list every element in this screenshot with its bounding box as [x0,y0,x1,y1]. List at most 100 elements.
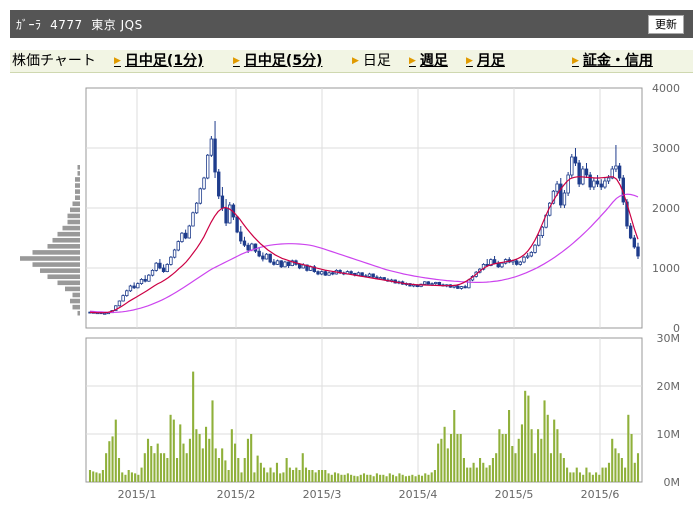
volume-bar [185,453,188,482]
volume-bar [275,462,279,482]
volume-y-tick-label: 0M [664,476,681,489]
candle-up [125,290,129,296]
candle-up [467,279,471,289]
candle-down [312,266,317,272]
nav-intraday-1min[interactable]: ▶ 日中足(1分) [114,52,203,70]
volume-bar [111,436,114,482]
candle-up [570,156,574,176]
volume-bar [569,472,572,482]
price-y-tick-label: 3000 [652,142,680,155]
volume-bar [121,472,124,482]
volume-bar [108,441,111,482]
price-y-tick-label: 0 [673,322,680,335]
volume-bar [317,470,320,482]
price-y-tick-label: 4000 [652,82,680,95]
volume-bar [227,470,230,482]
volume-y-tick-label: 30M [657,332,681,345]
volume-bar [288,467,291,482]
volume-bar [572,472,575,482]
candle-up [150,269,155,276]
volume-bar [240,472,243,482]
volume-bar [195,429,198,482]
volume-bar [459,434,462,482]
volume-bar [292,470,295,482]
x-tick-label: 2015/1 [118,488,157,501]
candle-down [158,262,162,269]
candle-up [128,285,133,292]
volume-bar [143,453,146,482]
volume-bar [582,474,585,482]
candle-up [169,256,173,265]
candle-down [331,272,335,275]
candle-up [290,260,294,266]
candle-down [463,286,467,289]
candle-down [217,171,221,197]
candle-up [606,177,611,182]
candle-up [264,253,269,260]
candle-up [540,226,545,236]
candle-up [283,261,287,268]
volume-bar [395,476,398,482]
candle-up [176,241,180,251]
volume-bar [543,400,546,482]
refresh-button[interactable]: 更新 [648,15,684,34]
candle-up [187,225,191,239]
volume-bar [449,434,453,482]
x-tick-label: 2015/2 [217,488,256,501]
volume-bar [134,473,137,482]
volume-bar [146,438,150,482]
volume-bar [298,470,301,482]
volume-bar [101,470,104,482]
candle-down [235,216,239,233]
volume-bar [366,474,369,482]
volume-bar [221,448,224,482]
volume-bar [453,410,456,482]
volume-profile-bar [40,268,80,273]
volume-bar [398,473,401,482]
volume-bar [385,476,388,482]
candle-up [139,278,144,284]
volume-bar [321,470,324,482]
volume-bar [388,473,391,482]
volume-bar [208,438,211,482]
candle-down [323,271,328,276]
volume-bar [488,465,491,482]
candle-down [625,201,629,227]
arrow-icon: ▶ [114,56,121,66]
volume-bar [379,474,382,482]
volume-bar [491,458,494,482]
volume-bar [443,426,446,482]
volume-bar [553,419,556,482]
volume-bar [192,371,195,482]
volume-bar [598,474,601,482]
nav-monthly[interactable]: ▶ 月足 [466,52,505,70]
nav-intraday-5min[interactable]: ▶ 日中足(5分) [233,52,322,70]
nav-margin-credit[interactable]: ▶ 証金・信用 [572,52,653,70]
candle-down [588,174,592,188]
volume-bar [533,453,536,482]
candle-up [275,260,280,265]
volume-bar [175,458,179,482]
volume-bar [188,438,191,482]
candle-down [577,162,581,185]
volume-bar [356,476,359,482]
candle-up [551,190,556,204]
volume-bar [546,414,549,482]
nav-weekly[interactable]: ▶ 週足 [409,52,448,70]
candle-up [430,283,434,286]
volume-bar [95,472,98,482]
volume-bar [411,474,414,482]
volume-bar [614,448,617,482]
volume-bar [153,453,156,482]
arrow-icon: ▶ [409,56,416,66]
volume-profile-bar [75,189,80,194]
volume-bar [424,473,427,482]
candle-up [180,232,184,242]
candle-up [147,274,151,282]
volume-bar [362,473,366,482]
candle-up [500,262,504,268]
volume-bar [540,438,543,482]
candle-down [268,253,272,263]
volume-bar [156,443,159,482]
volume-bar [369,474,372,482]
